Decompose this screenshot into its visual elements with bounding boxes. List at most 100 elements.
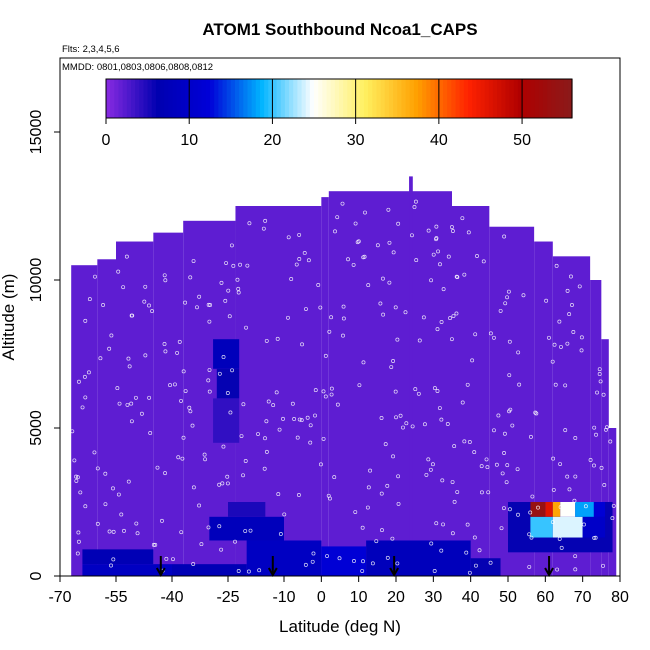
sample-point — [426, 228, 431, 233]
sample-point — [111, 557, 116, 562]
sample-point — [508, 407, 513, 412]
sample-point — [455, 490, 460, 494]
colorbar-step — [130, 79, 136, 118]
sample-point — [227, 314, 232, 319]
sample-point — [264, 449, 269, 454]
sample-point — [264, 419, 269, 424]
sample-point — [529, 535, 534, 540]
sample-point — [296, 493, 301, 497]
sample-point — [282, 512, 287, 517]
colorbar: 0 10 20 30 40 50 — [102, 78, 573, 149]
sample-point — [462, 439, 467, 444]
profile-marker-head — [155, 567, 166, 578]
x-tick-label: 40 — [462, 589, 480, 606]
sample-point — [438, 262, 442, 267]
sample-point — [366, 283, 371, 288]
sample-point — [362, 254, 367, 259]
sample-point — [485, 465, 490, 470]
sample-point — [304, 307, 308, 312]
sample-point — [608, 439, 613, 444]
sample-point — [180, 456, 185, 461]
colorbar-step — [239, 79, 244, 118]
heat-cell — [470, 558, 501, 576]
sample-point — [565, 341, 570, 346]
colorbar-step — [517, 79, 523, 118]
sample-point — [370, 561, 375, 566]
sample-point — [264, 338, 269, 343]
colorbar-step — [355, 79, 361, 118]
sample-point — [163, 278, 168, 283]
sample-point — [479, 464, 484, 469]
x-axis: -70 -55 -40 -25 -10 0 10 20 30 40 50 60 70 80 — [48, 576, 629, 606]
sample-point — [129, 313, 134, 318]
curtain-column — [321, 197, 329, 576]
colorbar-step — [110, 79, 115, 118]
sample-point — [295, 435, 300, 440]
sample-point — [207, 389, 212, 394]
sample-point — [430, 462, 435, 467]
sample-point — [164, 556, 169, 561]
sample-point — [202, 452, 207, 457]
sample-point — [297, 232, 302, 237]
sample-point — [263, 436, 267, 441]
sample-point — [329, 315, 334, 320]
sample-point — [233, 539, 237, 544]
sample-point — [197, 503, 202, 508]
colorbar-step — [334, 79, 340, 118]
colorbar-step — [409, 79, 415, 118]
sample-point — [414, 258, 419, 263]
sample-point — [379, 491, 384, 496]
heat-cell — [552, 502, 561, 517]
sample-point — [446, 254, 451, 259]
sample-point — [421, 315, 426, 320]
sample-point — [452, 499, 457, 504]
colorbar-step — [413, 79, 419, 118]
heat-cell — [246, 540, 322, 576]
sample-point — [398, 413, 403, 418]
sample-point — [450, 531, 455, 536]
colorbar-step — [114, 79, 120, 118]
sample-point — [122, 528, 126, 533]
colorbar-step — [422, 79, 427, 118]
sample-point — [404, 421, 409, 426]
sample-point — [235, 277, 240, 282]
colorbar-step — [255, 79, 261, 118]
sample-point — [383, 442, 388, 447]
colorbar-step — [393, 79, 398, 118]
curtain-column — [452, 206, 490, 576]
sample-point — [263, 218, 268, 223]
sample-point — [611, 503, 616, 508]
colorbar-step — [339, 79, 344, 118]
colorbar-step — [384, 79, 390, 118]
sample-point — [229, 243, 234, 248]
colorbar-step — [467, 79, 473, 118]
sample-point — [305, 415, 310, 420]
sample-point — [179, 398, 184, 403]
sample-point — [502, 234, 507, 239]
sample-point — [426, 457, 431, 462]
sample-point — [557, 319, 562, 324]
colorbar-step — [185, 79, 190, 118]
sample-point — [366, 485, 371, 490]
colorbar-step — [147, 79, 153, 118]
sample-point — [221, 444, 226, 449]
sample-point — [353, 510, 358, 514]
sample-point — [460, 400, 465, 405]
sample-point — [191, 485, 196, 490]
sample-point — [121, 285, 126, 290]
sample-point — [225, 481, 230, 486]
sample-point — [80, 405, 85, 410]
sample-point — [135, 531, 140, 536]
sample-point — [579, 335, 584, 340]
sample-point — [448, 316, 452, 321]
sample-point — [109, 333, 114, 338]
colorbar-step — [488, 79, 494, 118]
sample-point — [465, 382, 470, 387]
sample-point — [87, 297, 92, 302]
sample-point — [171, 557, 175, 562]
colorbar-tick-label: 20 — [264, 132, 282, 149]
colorbar-step — [526, 79, 531, 118]
sample-point — [601, 392, 606, 397]
sample-point — [454, 311, 459, 316]
sample-point — [329, 386, 334, 391]
